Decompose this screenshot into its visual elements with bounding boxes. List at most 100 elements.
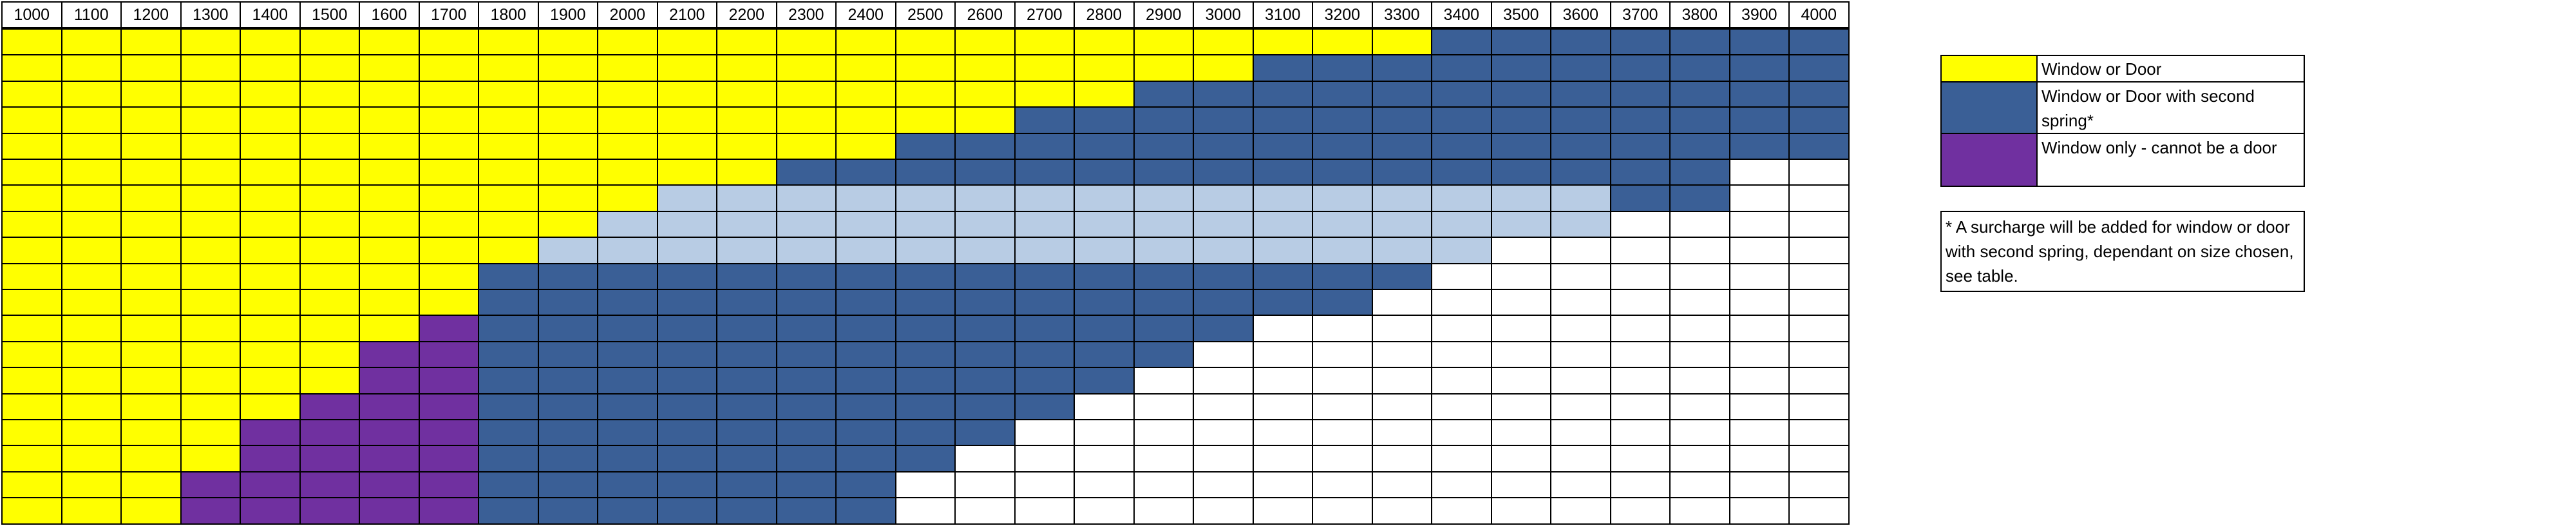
grid-cell	[1074, 28, 1135, 56]
header-cell: 3500	[1490, 1, 1551, 28]
grid-cell	[895, 367, 956, 394]
grid-cell	[1728, 419, 1790, 447]
header-cell: 2400	[835, 1, 896, 28]
grid-cell	[1074, 367, 1135, 394]
grid-cell	[1550, 54, 1611, 82]
grid-cell	[1193, 289, 1254, 317]
grid-cell	[1074, 80, 1135, 108]
grid-cell	[954, 28, 1016, 56]
grid-cell	[597, 393, 658, 420]
grid-cell	[656, 28, 717, 56]
grid-cell	[1252, 237, 1313, 264]
grid-cell	[1431, 106, 1492, 134]
grid-cell	[1490, 497, 1551, 525]
grid-cell	[954, 262, 1016, 290]
grid-cell	[299, 393, 360, 420]
grid-cell	[775, 237, 837, 264]
grid-cell	[1431, 54, 1492, 82]
grid-cell	[1788, 237, 1850, 264]
grid-cell	[1371, 159, 1432, 186]
grid-cell	[1728, 237, 1790, 264]
grid-cell	[61, 445, 122, 472]
grid-cell	[954, 132, 1016, 160]
grid-cell	[1788, 471, 1850, 499]
legend-swatch	[1940, 81, 2038, 134]
grid-cell	[1550, 393, 1611, 420]
grid-cell	[418, 210, 479, 239]
grid-cell	[1550, 289, 1611, 317]
grid-cell	[954, 237, 1016, 264]
grid-cell	[775, 367, 837, 394]
grid-cell	[180, 315, 241, 342]
grid-cell	[1550, 340, 1611, 369]
grid-cell	[895, 419, 956, 447]
grid-cell	[1490, 445, 1551, 472]
grid-cell	[1252, 54, 1313, 82]
grid-cell	[299, 419, 360, 447]
grid-cell	[716, 419, 777, 447]
grid-cell	[656, 132, 717, 160]
grid-cell	[656, 54, 717, 82]
grid-cell	[1728, 80, 1790, 108]
grid-cell	[240, 393, 301, 420]
grid-cell	[895, 54, 956, 82]
grid-cell	[478, 393, 539, 420]
grid-cell	[1371, 80, 1432, 108]
grid-cell	[835, 315, 896, 342]
grid-cell	[716, 237, 777, 264]
grid-cell	[240, 184, 301, 212]
grid-cell	[418, 80, 479, 108]
grid-cell	[1728, 210, 1790, 239]
grid-cell	[597, 315, 658, 342]
grid-cell	[1014, 315, 1075, 342]
grid-cell	[240, 471, 301, 499]
grid-cell	[1431, 340, 1492, 369]
grid-cell	[1074, 106, 1135, 134]
grid-cell	[418, 445, 479, 472]
grid-cell	[478, 262, 539, 290]
grid-cell	[537, 367, 598, 394]
grid-cell	[895, 262, 956, 290]
grid-cell	[180, 419, 241, 447]
grid-cell	[1074, 393, 1135, 420]
grid-cell	[1252, 497, 1313, 525]
grid-cell	[1193, 80, 1254, 108]
grid-cell	[1014, 159, 1075, 186]
grid-cell	[240, 289, 301, 317]
grid-cell	[895, 289, 956, 317]
grid-cell	[61, 28, 122, 56]
grid-cell	[656, 159, 717, 186]
grid-cell	[597, 419, 658, 447]
grid-cell	[597, 367, 658, 394]
grid-cell	[656, 289, 717, 317]
grid-cell	[1312, 315, 1373, 342]
grid-cell	[180, 80, 241, 108]
grid-cell	[359, 367, 420, 394]
grid-cell	[1788, 80, 1850, 108]
grid-cell	[895, 80, 956, 108]
grid-cell	[1252, 289, 1313, 317]
grid-cell	[775, 289, 837, 317]
grid-cell	[240, 419, 301, 447]
grid-cell	[478, 159, 539, 186]
grid-cell	[835, 28, 896, 56]
grid-cell	[835, 237, 896, 264]
grid-cell	[1431, 262, 1492, 290]
grid-cell	[775, 262, 837, 290]
grid-cell	[1550, 367, 1611, 394]
grid-cell	[895, 159, 956, 186]
grid-cell	[359, 393, 420, 420]
grid-cell	[1728, 184, 1790, 212]
grid-cell	[180, 132, 241, 160]
grid-cell	[61, 419, 122, 447]
grid-cell	[895, 132, 956, 160]
legend-swatch	[1940, 133, 2038, 187]
grid-cell	[418, 289, 479, 317]
header-cell: 2600	[954, 1, 1016, 28]
grid-cell	[1490, 54, 1551, 82]
grid-cell	[835, 419, 896, 447]
grid-cell	[656, 340, 717, 369]
grid-cell	[1609, 471, 1671, 499]
grid-cell	[180, 497, 241, 525]
grid-cell	[1609, 367, 1671, 394]
